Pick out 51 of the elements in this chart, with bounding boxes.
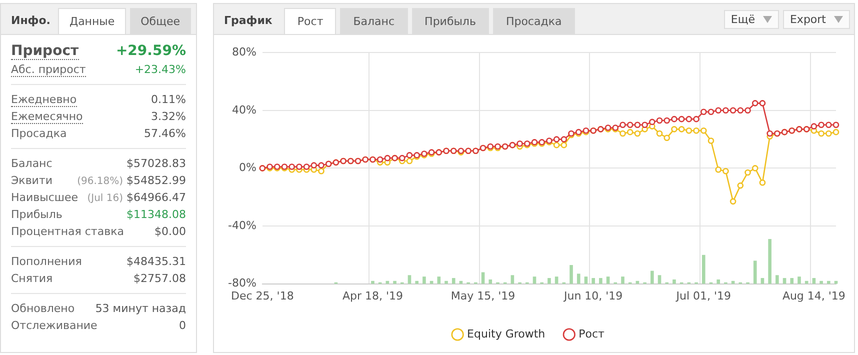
- text: Export: [782, 10, 850, 29]
- text: 53 минут назад: [95, 302, 186, 315]
- text: Данные: [58, 8, 126, 34]
- y-tick-label: 0%: [238, 161, 256, 174]
- y-tick-label: 80%: [232, 45, 256, 58]
- x-tick-label: Jun 10, '19: [562, 289, 623, 302]
- text: Общее: [130, 8, 191, 34]
- legend-label: Рост: [578, 327, 606, 340]
- chart-title: График: [223, 14, 274, 29]
- x-tick-label: Dec 25, '18: [231, 289, 294, 302]
- text: 0: [179, 319, 186, 332]
- text: Прибыль: [412, 8, 489, 34]
- legend-label: Equity Growth: [467, 327, 546, 340]
- category-label: Просадка: [11, 127, 67, 140]
- text: +29.59%: [116, 43, 186, 59]
- text: $0.00: [154, 225, 186, 238]
- x-tick-label: Jul 01, '19: [675, 289, 732, 302]
- category-label: Прирост: [11, 42, 79, 60]
- text: Рост: [284, 8, 336, 34]
- category-label: Наивысшее: [11, 191, 78, 204]
- category-label: Процентная ставка: [11, 225, 124, 238]
- text: Просадка: [492, 8, 575, 34]
- y-tick-label: -80%: [228, 276, 256, 290]
- category-label: Абс. прирост: [11, 62, 86, 76]
- text: Ещё: [724, 10, 779, 29]
- y-tick-label: 40%: [232, 103, 256, 116]
- x-tick-label: Aug 14, '19: [782, 289, 846, 302]
- text: (96.18%) $54852.99: [77, 174, 186, 187]
- text: Баланс: [340, 8, 408, 34]
- category-label: Эквити: [11, 174, 53, 187]
- x-tick-label: Apr 18, '19: [342, 289, 403, 302]
- category-label: Отслеживание: [11, 319, 98, 332]
- text: 0.11%: [151, 93, 186, 106]
- text: $2757.08: [134, 272, 186, 285]
- category-label: Обновлено: [11, 302, 75, 315]
- x-tick-label: May 15, '19: [450, 289, 516, 302]
- category-label: Ежемесячно: [11, 110, 83, 124]
- category-label: Прибыль: [11, 208, 62, 221]
- text: Инфо.: [10, 14, 52, 29]
- text: $48435.31: [126, 255, 186, 268]
- text: +23.43%: [134, 63, 186, 76]
- text: (Jul 16) $64966.47: [87, 191, 186, 204]
- text: $11348.08: [126, 208, 186, 221]
- text: $57028.83: [126, 157, 186, 170]
- text: 3.32%: [151, 110, 186, 123]
- text: 57.46%: [144, 127, 186, 140]
- category-label: Баланс: [11, 157, 52, 170]
- category-label: Пополнения: [11, 255, 82, 268]
- y-tick-label: -40%: [228, 218, 256, 232]
- category-label: Ежедневно: [11, 92, 77, 106]
- category-label: Снятия: [11, 272, 53, 285]
